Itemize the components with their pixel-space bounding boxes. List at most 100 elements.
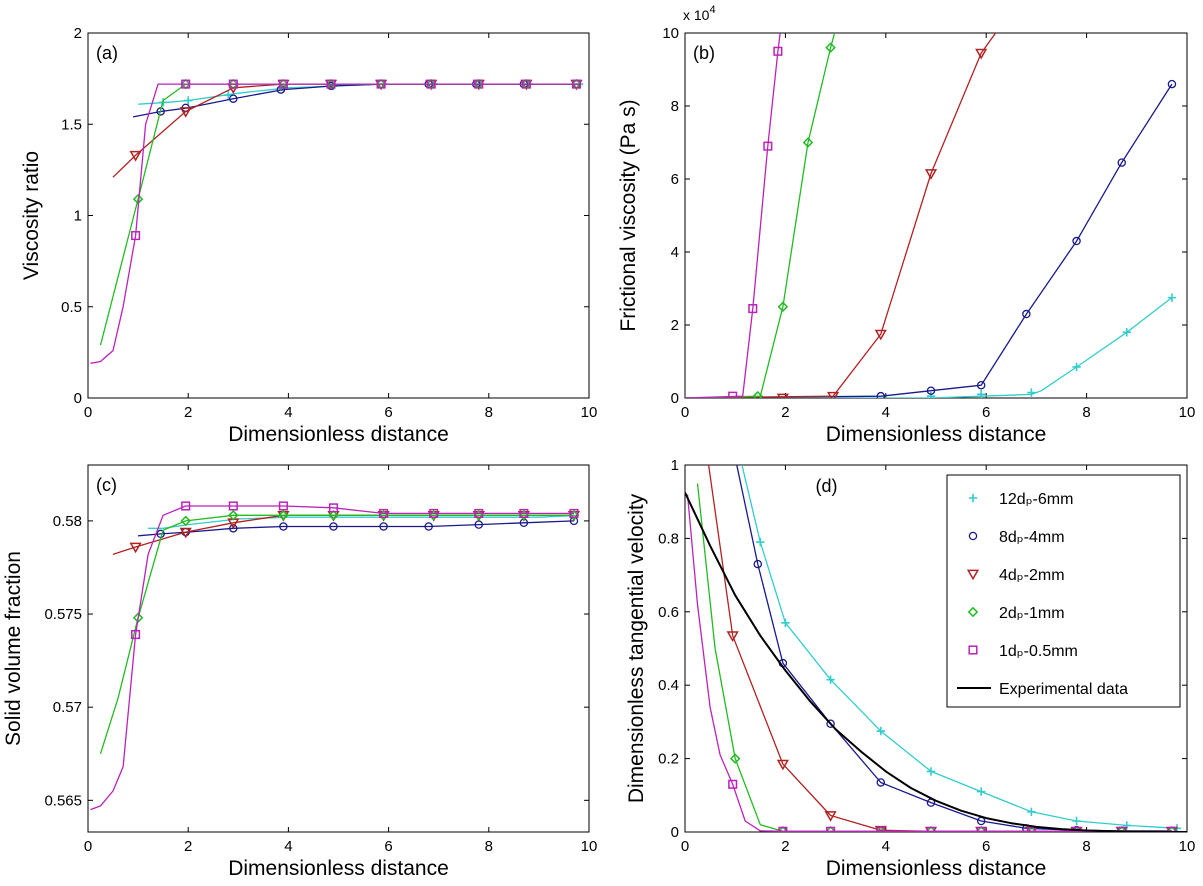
panel-b: 0 2 4 6 8 10 0 2 4 6 8 10 Dimensionless distance Fric… bbox=[617, 4, 1195, 446]
series-line-s8 bbox=[685, 83, 1173, 398]
data-point-s12 bbox=[976, 390, 986, 398]
legend-marker-s8 bbox=[968, 531, 978, 541]
x-tick-label: 8 bbox=[1082, 404, 1090, 421]
panel-label: (c) bbox=[96, 475, 117, 495]
data-point-s4 bbox=[776, 759, 789, 771]
x-tick-label: 2 bbox=[184, 404, 192, 421]
plot-frame bbox=[87, 464, 590, 833]
data-point-s12 bbox=[826, 675, 835, 684]
x-tick-label: 2 bbox=[184, 838, 192, 855]
series-line-s1 bbox=[90, 505, 574, 811]
x-tick-label: 0 bbox=[681, 838, 689, 855]
data-point-s2 bbox=[925, 826, 937, 832]
y-tick-label: 4 bbox=[671, 244, 679, 261]
y-tick-label: 0 bbox=[74, 390, 82, 407]
data-point-s1 bbox=[278, 501, 288, 511]
x-tick-label: 2 bbox=[781, 404, 789, 421]
x-tick-label: 10 bbox=[1179, 404, 1196, 421]
data-point-s4 bbox=[824, 811, 837, 822]
y-tick-label: 1 bbox=[74, 208, 82, 225]
series-line-s2 bbox=[685, 33, 836, 398]
x-axis-label: Dimensionless distance bbox=[826, 857, 1047, 880]
data-point-s2 bbox=[752, 390, 764, 398]
data-point-s8 bbox=[279, 522, 288, 531]
y-tick-label: 0.575 bbox=[44, 606, 82, 623]
data-point-s12 bbox=[781, 618, 790, 628]
y-tick-label: 0.57 bbox=[53, 699, 82, 716]
data-point-s2 bbox=[1116, 826, 1128, 832]
data-point-s2 bbox=[729, 753, 741, 764]
panel-c: 0 2 4 6 8 10 0.565 0.57 0.575 0.58 Dimensionless d… bbox=[2, 464, 597, 880]
data-point-s1 bbox=[976, 826, 986, 832]
data-point-s4 bbox=[129, 542, 142, 554]
data-point-s1 bbox=[519, 508, 529, 518]
data-point-s12 bbox=[184, 96, 193, 105]
data-point-s2 bbox=[228, 510, 239, 521]
legend-box bbox=[946, 474, 1181, 708]
plot-frame bbox=[684, 32, 1188, 399]
y-tick-label: 2 bbox=[74, 25, 82, 42]
data-point-s1 bbox=[728, 779, 738, 789]
data-point-s1 bbox=[1072, 826, 1082, 832]
x-tick-label: 0 bbox=[84, 838, 92, 855]
x-tick-label: 4 bbox=[882, 838, 890, 855]
data-point-s2 bbox=[777, 301, 789, 313]
y-tick-label: 0.6 bbox=[658, 604, 679, 621]
data-point-s1 bbox=[131, 629, 141, 640]
plot-frame bbox=[87, 32, 590, 399]
data-point-s8 bbox=[229, 94, 238, 103]
data-point-s12 bbox=[1122, 328, 1131, 337]
data-point-s1 bbox=[571, 79, 582, 89]
x-tick-label: 4 bbox=[882, 404, 890, 421]
data-point-s8 bbox=[753, 559, 763, 569]
data-point-s1 bbox=[474, 508, 484, 518]
x-tick-label: 2 bbox=[781, 838, 789, 855]
legend-entry-s12: 12dₚ-6mm bbox=[999, 491, 1073, 508]
data-point-s1 bbox=[131, 231, 141, 241]
series-group bbox=[90, 78, 584, 364]
y-tick-label: 1.5 bbox=[61, 116, 82, 133]
data-point-s1 bbox=[228, 79, 238, 89]
y-tick-label: 0.58 bbox=[53, 513, 82, 530]
panel-d: 0 2 4 6 8 10 0 0.2 0.4 0.6 0.8 1 Dimensionless dista… bbox=[625, 457, 1195, 880]
y-tick-label: 0 bbox=[671, 390, 679, 407]
y-tick-label: 0.8 bbox=[658, 530, 679, 547]
data-point-s12 bbox=[1167, 293, 1177, 302]
x-tick-label: 10 bbox=[581, 404, 598, 421]
data-point-s1 bbox=[748, 304, 758, 314]
data-point-s1 bbox=[1026, 826, 1036, 832]
data-point-s1 bbox=[429, 508, 439, 518]
data-point-s1 bbox=[181, 501, 191, 511]
series-line-s4 bbox=[685, 33, 997, 398]
legend-marker-s1 bbox=[968, 645, 978, 655]
x-axis-label: Dimensionless distance bbox=[228, 423, 449, 446]
data-point-s1 bbox=[926, 826, 936, 832]
data-point-s8 bbox=[1022, 309, 1031, 319]
x-tick-label: 6 bbox=[982, 404, 990, 421]
data-point-s8 bbox=[826, 719, 835, 728]
y-axis-exponent: x 104 bbox=[683, 4, 716, 23]
data-point-s1 bbox=[278, 79, 288, 89]
x-tick-label: 8 bbox=[485, 404, 493, 421]
data-point-s1 bbox=[569, 508, 579, 518]
series-line-s1 bbox=[685, 33, 781, 398]
panel-label: (a) bbox=[96, 43, 118, 63]
data-point-s1 bbox=[521, 79, 531, 89]
data-point-s2 bbox=[802, 137, 814, 148]
data-point-s12 bbox=[926, 391, 936, 398]
series-group bbox=[90, 501, 581, 811]
data-point-s4 bbox=[726, 631, 739, 642]
data-point-s2 bbox=[1166, 826, 1178, 832]
data-point-s4 bbox=[975, 48, 988, 60]
series-group bbox=[685, 465, 1187, 832]
legend-entry-exp: Experimental data bbox=[999, 681, 1128, 698]
y-axis-label: Dimensionless tangential velocity bbox=[625, 493, 648, 803]
data-point-s1 bbox=[326, 79, 336, 89]
x-axis-label: Dimensionless distance bbox=[826, 423, 1047, 446]
data-point-s12 bbox=[224, 90, 233, 100]
y-axis-label: Viscosity ratio bbox=[20, 151, 43, 280]
data-point-s2 bbox=[825, 42, 836, 53]
data-point-s8 bbox=[1117, 158, 1126, 167]
x-tick-label: 0 bbox=[84, 404, 92, 421]
